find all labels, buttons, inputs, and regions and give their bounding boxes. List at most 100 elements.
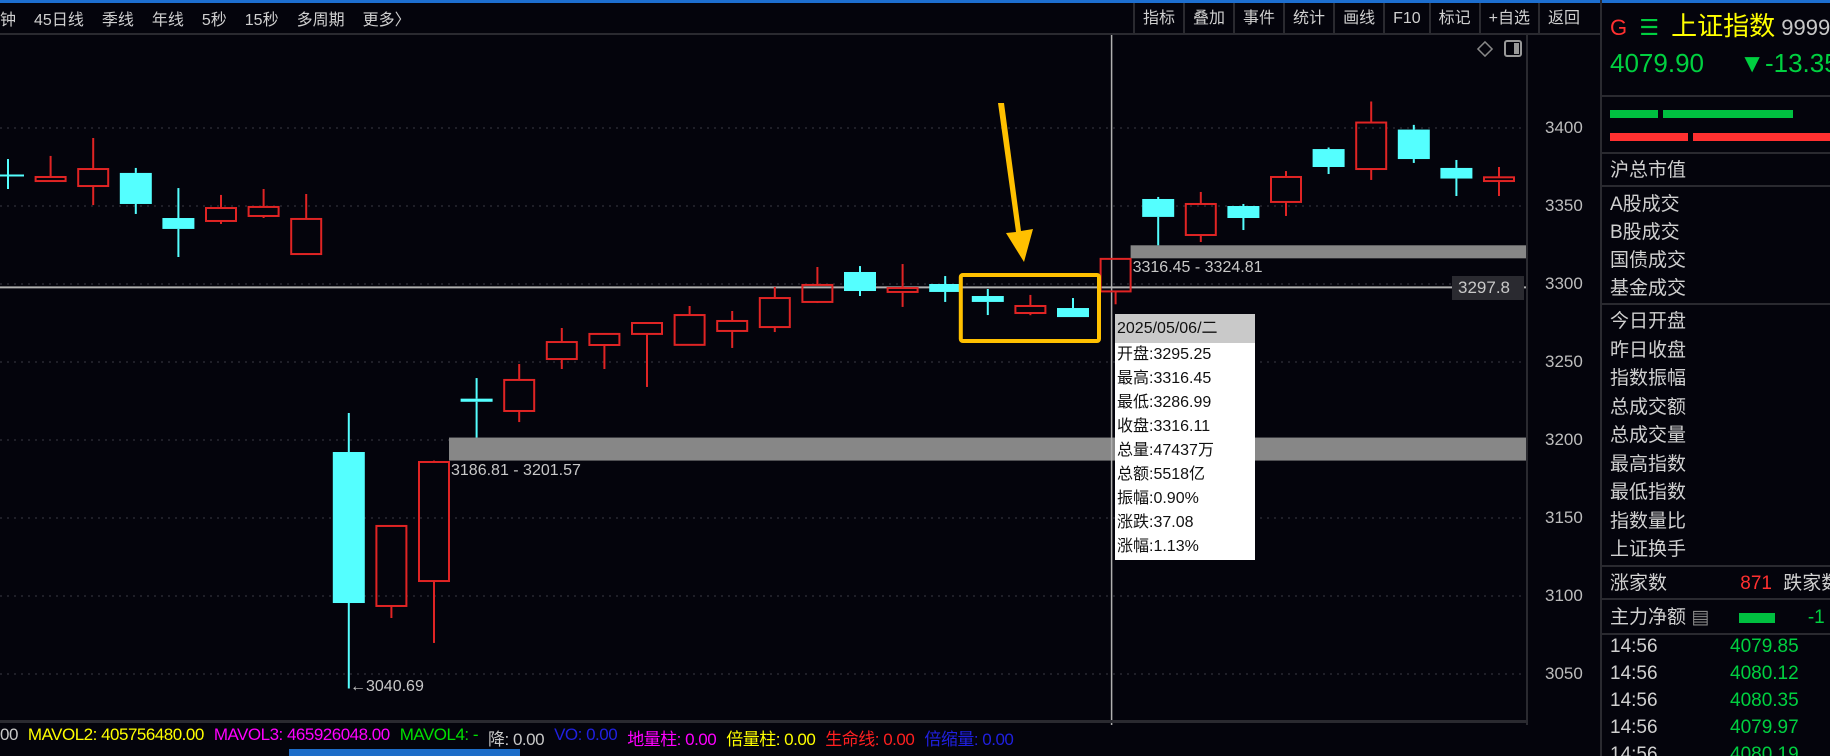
candle[interactable]	[1227, 203, 1260, 231]
candle-body	[801, 283, 834, 303]
period-tabs: 钟 45日线 季线 年线 5秒 15秒 多周期 更多〉	[0, 6, 411, 30]
candle[interactable]	[758, 286, 791, 333]
period-toolbar: 钟 45日线 季线 年线 5秒 15秒 多周期 更多〉 指标 叠加 事件 统计 画线 F10 标记 +自选返…	[0, 3, 1600, 35]
candle[interactable]	[1440, 159, 1473, 197]
period-tab[interactable]: 45日线	[34, 12, 84, 29]
candle[interactable]	[1057, 298, 1089, 318]
period-tab[interactable]: 多周期	[296, 12, 345, 29]
candle[interactable]	[1312, 147, 1345, 175]
tool-button[interactable]: 画线	[1333, 3, 1383, 35]
candle[interactable]	[332, 413, 365, 689]
period-tab[interactable]: 5秒	[201, 12, 227, 29]
candle[interactable]	[716, 310, 749, 348]
y-tick-label: 3250	[1545, 352, 1583, 371]
tool-button[interactable]: F10	[1383, 3, 1429, 35]
advancers-count: 871	[1740, 573, 1772, 594]
candle-body	[1184, 202, 1217, 237]
gap-label: 3316.45 - 3324.81	[1132, 259, 1263, 277]
candle[interactable]	[1355, 101, 1388, 180]
tool-button[interactable]: 统计	[1283, 3, 1333, 35]
list-icon[interactable]: ▤	[1691, 607, 1710, 628]
candle[interactable]	[119, 167, 152, 214]
tick-price: 4080.19	[1730, 744, 1799, 756]
candle[interactable]	[844, 266, 876, 297]
tooltip-line: 涨跌:37.08	[1117, 514, 1194, 531]
candle-body	[290, 217, 323, 256]
candle[interactable]	[205, 194, 237, 224]
quote-panel: G ☰ 上证指数 99999 4079.90 ▼-13.35 沪总市值 A股成交…	[1600, 0, 1830, 756]
indicator-value: MAVOL2: 405756480.00	[27, 725, 204, 744]
tick-row: 14:56 4079.97	[1610, 717, 1799, 739]
green-bar	[1663, 110, 1793, 118]
candle[interactable]	[929, 276, 962, 302]
candle[interactable]	[673, 305, 706, 346]
candle[interactable]	[162, 188, 195, 258]
tick-row: 14:56 4079.85	[1610, 636, 1799, 658]
candle[interactable]	[0, 159, 24, 189]
tooltip-line: 振幅:0.90%	[1117, 490, 1199, 507]
tooltip-date: 2025/05/06/二	[1115, 314, 1255, 343]
period-tab[interactable]: 钟	[0, 12, 17, 29]
candle[interactable]	[1014, 294, 1047, 316]
candle-body	[205, 207, 237, 222]
candle-body	[1142, 198, 1175, 217]
candle-body	[1355, 121, 1388, 171]
candle[interactable]	[1483, 167, 1515, 197]
menu-icon[interactable]: ☰	[1639, 15, 1659, 40]
period-tab[interactable]: 季线	[101, 12, 134, 29]
candle[interactable]	[801, 266, 834, 304]
tool-button[interactable]: 返回	[1538, 3, 1588, 35]
candle-body	[119, 172, 152, 204]
tick-price: 4080.35	[1730, 690, 1799, 711]
indicator-value: MAVOL4: -	[399, 725, 479, 744]
tick-row: 14:56 4080.12	[1610, 663, 1799, 685]
period-tab[interactable]: 15秒	[244, 12, 279, 29]
candle[interactable]	[886, 264, 919, 307]
candle[interactable]	[418, 460, 450, 643]
tool-button[interactable]: 指标	[1133, 3, 1183, 35]
candle[interactable]	[631, 322, 663, 387]
candle[interactable]	[460, 378, 493, 438]
candle-body	[545, 341, 578, 361]
y-tick-label: 3150	[1545, 508, 1583, 527]
candle[interactable]	[247, 188, 280, 219]
tooltip-line: 总额:5518亿	[1117, 466, 1206, 483]
candle[interactable]	[545, 327, 578, 370]
candle-body	[588, 332, 621, 346]
indicator-value: VO: 0.00	[554, 725, 618, 744]
tool-button[interactable]: +自选	[1478, 3, 1538, 35]
candle[interactable]	[1142, 196, 1175, 246]
candle[interactable]	[375, 524, 408, 618]
last-price: 4079.90	[1610, 48, 1704, 78]
candle-body	[758, 297, 791, 329]
indicator-value: 00	[0, 725, 18, 744]
candle[interactable]	[1184, 191, 1217, 243]
candle[interactable]	[588, 332, 621, 370]
g-badge[interactable]: G	[1610, 15, 1628, 40]
tool-button[interactable]: 标记	[1428, 3, 1479, 35]
stat-label: 上证换手	[1610, 539, 1687, 560]
tooltip-line: 总量:47437万	[1117, 442, 1214, 459]
stat-label: 最高指数	[1610, 453, 1687, 475]
candle[interactable]	[34, 155, 67, 183]
y-tick-label: 3400	[1545, 118, 1583, 137]
tool-button[interactable]: 叠加	[1183, 3, 1233, 35]
period-tab[interactable]: 更多〉	[362, 12, 411, 29]
chart-scrollbar[interactable]	[289, 749, 520, 756]
candle-body	[1014, 304, 1047, 315]
candlestick-chart[interactable]	[0, 35, 1526, 725]
candle[interactable]	[503, 364, 536, 423]
panel-toggle-icon[interactable]	[1504, 40, 1522, 57]
period-tab[interactable]: 年线	[151, 12, 184, 29]
candle[interactable]	[971, 288, 1004, 316]
diamond-icon[interactable]	[1476, 40, 1494, 58]
candle-body	[1270, 175, 1302, 203]
candle[interactable]	[1270, 171, 1302, 216]
tool-button[interactable]: 事件	[1233, 3, 1283, 35]
candle[interactable]	[77, 137, 110, 206]
indicator-value: 地量柱: 0.00	[627, 730, 717, 749]
candle[interactable]	[1099, 257, 1132, 305]
candle-body	[716, 319, 749, 332]
candle[interactable]	[290, 193, 323, 256]
candle[interactable]	[1397, 124, 1430, 163]
